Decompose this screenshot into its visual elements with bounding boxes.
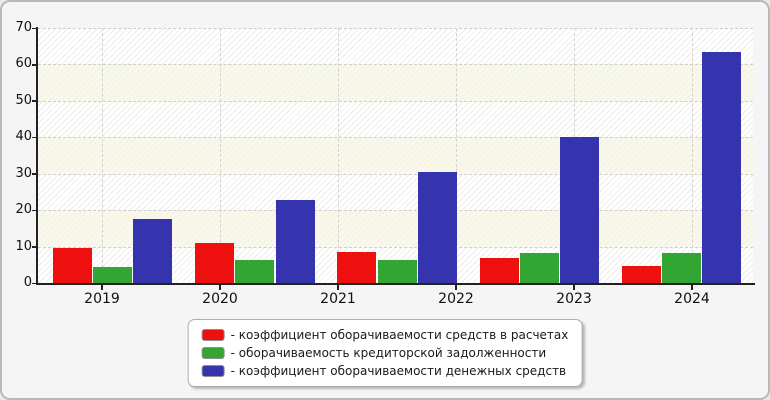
bar-series2-group5 [662,252,701,283]
y-tick-label: 30 [15,165,32,181]
legend-series-label: - коэффициент оборачиваемости средств в … [230,328,569,342]
x-axis-year-label: 2024 [674,291,710,307]
legend-color-swatch [201,365,225,377]
legend-series-label: - коэффициент оборачиваемости денежных с… [230,364,567,378]
x-tick-mark [691,285,693,290]
gridline-vertical [220,28,221,283]
x-axis-year-label: 2022 [438,291,474,307]
y-tick-mark [32,173,38,175]
bar-series2-group4 [519,253,559,283]
y-tick-mark [32,63,38,66]
bar-series3-group5 [702,52,742,283]
x-tick-mark [573,285,575,290]
y-tick-label: 0 [23,275,32,290]
bar-series1-group5 [621,265,661,283]
gridline-horizontal [38,210,753,212]
y-tick-mark [32,282,38,285]
x-axis-year-label: 2019 [84,291,120,307]
bar-series3-group4 [560,136,599,283]
x-axis-year-label: 2020 [202,291,238,307]
x-tick-mark [219,285,221,290]
y-tick-mark [32,27,38,30]
x-tick-mark [455,285,457,290]
x-axis-year-label: 2023 [556,291,592,307]
gridline-vertical [338,28,339,283]
bar-series3-group2 [275,199,315,283]
gridline-horizontal [38,173,753,175]
gridline-horizontal [38,28,753,29]
bar-series2-group1 [93,266,133,283]
y-tick-label: 60 [15,56,32,72]
x-tick-mark [337,285,339,290]
gridline-horizontal [38,137,753,139]
bar-series2-group3 [377,260,417,283]
y-tick-mark [32,246,38,248]
y-axis-line [36,27,38,284]
legend-item-3: - коэффициент оборачиваемости денежных с… [201,362,569,380]
legend-color-swatch [201,329,225,341]
bar-series1-group3 [337,251,377,283]
gridline-vertical [456,28,457,283]
gridline-vertical [692,28,693,283]
y-tick-label: 40 [15,129,32,145]
gridline-horizontal [38,64,753,66]
y-tick-label: 20 [15,202,32,218]
bar-series2-group2 [235,260,275,283]
bar-series1-group4 [479,258,519,283]
bar-series1-group1 [53,247,92,283]
y-tick-label: 70 [15,20,32,35]
gridline-horizontal [38,100,753,102]
bar-series1-group2 [195,243,235,283]
y-tick-mark [32,100,38,102]
legend-item-1: - коэффициент оборачиваемости средств в … [201,326,569,344]
legend: - коэффициент оборачиваемости средств в … [187,319,583,387]
x-tick-mark [101,285,103,290]
y-tick-label: 10 [15,238,32,254]
y-tick-mark [32,209,38,212]
y-tick-label: 50 [15,92,32,108]
gridline-vertical [102,28,103,283]
gridline-horizontal [38,246,753,248]
x-axis-year-label: 2021 [320,291,356,307]
y-tick-mark [32,136,38,139]
legend-color-swatch [201,347,225,359]
legend-series-label: - оборачиваемость кредиторской задолженн… [230,346,547,360]
x-axis-line [36,283,755,285]
bar-series3-group3 [417,171,457,283]
bar-series3-group1 [133,218,173,283]
legend-item-2: - оборачиваемость кредиторской задолженн… [201,344,569,362]
